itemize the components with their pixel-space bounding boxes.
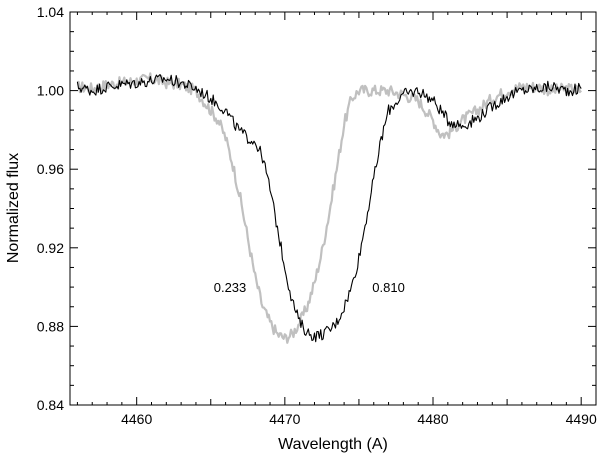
y-tick-label: 1.04: [37, 4, 64, 20]
x-axis: 4460 4470 4480 4490: [76, 12, 597, 427]
x-tick-label: 4470: [269, 411, 300, 427]
annotation-label: 0.810: [372, 280, 405, 295]
x-axis-title: Wavelength (A): [278, 436, 388, 453]
plot-frame: [69, 11, 597, 406]
series-line-2: [76, 74, 582, 343]
annotation-label: 0.233: [214, 280, 247, 295]
y-axis-title: Normalized flux: [5, 153, 22, 263]
y-tick-label: 0.92: [37, 240, 64, 256]
y-tick-label: 0.88: [37, 318, 64, 334]
y-axis: 0.84 0.88 0.92 0.96 1.00 1.04: [37, 4, 596, 413]
series-line-1: [77, 72, 583, 344]
series-layer: [76, 72, 583, 344]
x-tick-label: 4460: [121, 411, 152, 427]
x-tick-label: 4480: [417, 411, 448, 427]
x-tick-label: 4490: [566, 411, 597, 427]
y-tick-label: 0.96: [37, 161, 64, 177]
y-tick-label: 0.84: [37, 397, 64, 413]
y-tick-label: 1.00: [37, 83, 64, 99]
annotations: 0.233 0.810: [214, 280, 405, 295]
